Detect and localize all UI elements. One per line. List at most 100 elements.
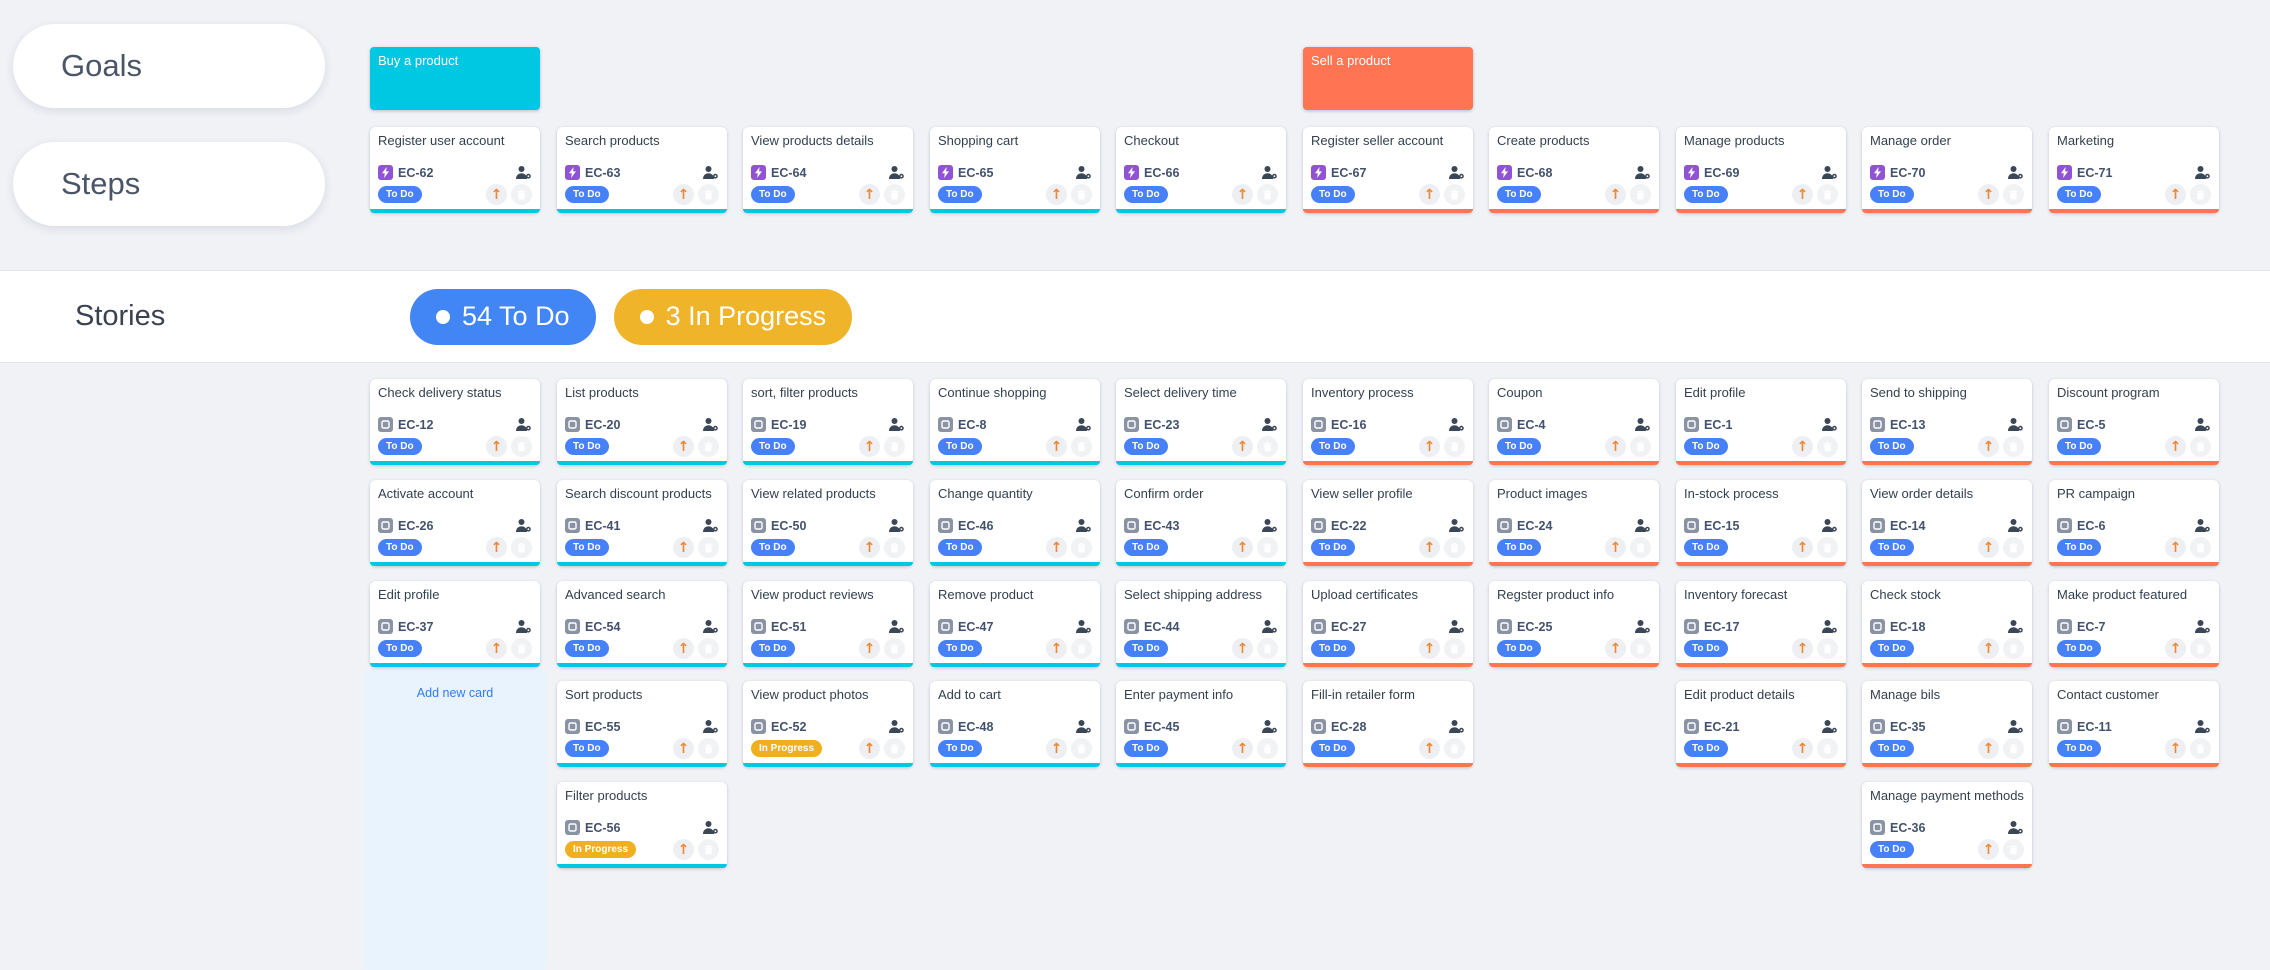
story-card[interactable]: Change quantity EC-46 To Do: [930, 480, 1100, 566]
priority-up-button[interactable]: ↑: [1419, 184, 1440, 205]
assignee-icon[interactable]: [702, 619, 719, 634]
assignee-icon[interactable]: [702, 820, 719, 835]
delete-card-button[interactable]: [884, 436, 905, 457]
assignee-icon[interactable]: [1261, 417, 1278, 432]
delete-card-button[interactable]: [511, 184, 532, 205]
assignee-icon[interactable]: [1261, 719, 1278, 734]
delete-card-button[interactable]: [1630, 537, 1651, 558]
story-card[interactable]: Search discount products EC-41 To: [557, 480, 727, 566]
assignee-icon[interactable]: [1634, 518, 1651, 533]
priority-up-button[interactable]: ↑: [2165, 184, 2186, 205]
assignee-icon[interactable]: [515, 619, 532, 634]
story-card[interactable]: Remove product EC-47 To Do: [930, 581, 1100, 667]
priority-up-button[interactable]: ↑: [859, 738, 880, 759]
story-card[interactable]: Manage bils EC-35 To Do: [1862, 681, 2032, 767]
story-card[interactable]: View seller profile EC-22 To Do: [1303, 480, 1473, 566]
story-card[interactable]: Fill-in retailer form EC-28 To Do: [1303, 681, 1473, 767]
story-card[interactable]: Register user account EC-62 To Do: [370, 127, 540, 213]
delete-card-button[interactable]: [511, 436, 532, 457]
assignee-icon[interactable]: [515, 165, 532, 180]
priority-up-button[interactable]: ↑: [1792, 738, 1813, 759]
priority-up-button[interactable]: ↑: [673, 436, 694, 457]
delete-card-button[interactable]: [1817, 537, 1838, 558]
story-card[interactable]: Select delivery time EC-23 To Do: [1116, 379, 1286, 465]
assignee-icon[interactable]: [2194, 518, 2211, 533]
priority-up-button[interactable]: ↑: [486, 638, 507, 659]
priority-up-button[interactable]: ↑: [1792, 537, 1813, 558]
priority-up-button[interactable]: ↑: [673, 638, 694, 659]
story-card[interactable]: Contact customer EC-11 To Do: [2049, 681, 2219, 767]
priority-up-button[interactable]: ↑: [859, 537, 880, 558]
assignee-icon[interactable]: [1075, 417, 1092, 432]
todo-count-badge[interactable]: 54 To Do: [410, 288, 596, 345]
assignee-icon[interactable]: [1821, 619, 1838, 634]
delete-card-button[interactable]: [2003, 638, 2024, 659]
story-card[interactable]: Advanced search EC-54 To Do: [557, 581, 727, 667]
story-card[interactable]: Checkout EC-66 To Do: [1116, 127, 1286, 213]
priority-up-button[interactable]: ↑: [1978, 738, 1999, 759]
story-card[interactable]: Marketing EC-71 To Do: [2049, 127, 2219, 213]
priority-up-button[interactable]: ↑: [1419, 537, 1440, 558]
steps-rail-pill[interactable]: Steps: [13, 142, 325, 226]
assignee-icon[interactable]: [702, 719, 719, 734]
priority-up-button[interactable]: ↑: [859, 638, 880, 659]
delete-card-button[interactable]: [1071, 436, 1092, 457]
story-card[interactable]: Search products EC-63 To Do: [557, 127, 727, 213]
assignee-icon[interactable]: [702, 518, 719, 533]
assignee-icon[interactable]: [515, 417, 532, 432]
delete-card-button[interactable]: [1071, 638, 1092, 659]
priority-up-button[interactable]: ↑: [2165, 638, 2186, 659]
assignee-icon[interactable]: [1261, 619, 1278, 634]
priority-up-button[interactable]: ↑: [2165, 537, 2186, 558]
story-card[interactable]: sort, filter products EC-19 To Do: [743, 379, 913, 465]
priority-up-button[interactable]: ↑: [1232, 184, 1253, 205]
delete-card-button[interactable]: [2003, 184, 2024, 205]
delete-card-button[interactable]: [698, 738, 719, 759]
delete-card-button[interactable]: [698, 436, 719, 457]
story-card[interactable]: Edit profile EC-37 To Do: [370, 581, 540, 667]
assignee-icon[interactable]: [1634, 417, 1651, 432]
story-card[interactable]: View product reviews EC-51 To Do: [743, 581, 913, 667]
priority-up-button[interactable]: ↑: [1232, 738, 1253, 759]
assignee-icon[interactable]: [1075, 518, 1092, 533]
assignee-icon[interactable]: [2007, 165, 2024, 180]
story-card[interactable]: Regster product info EC-25 To Do: [1489, 581, 1659, 667]
assignee-icon[interactable]: [1634, 165, 1651, 180]
priority-up-button[interactable]: ↑: [1046, 436, 1067, 457]
story-card[interactable]: Enter payment info EC-45 To Do: [1116, 681, 1286, 767]
add-card-zone[interactable]: Add new card: [364, 669, 546, 970]
priority-up-button[interactable]: ↑: [1605, 436, 1626, 457]
delete-card-button[interactable]: [2003, 738, 2024, 759]
story-card[interactable]: Upload certificates EC-27 To Do: [1303, 581, 1473, 667]
assignee-icon[interactable]: [1448, 165, 1465, 180]
inprogress-count-badge[interactable]: 3 In Progress: [613, 288, 853, 345]
delete-card-button[interactable]: [1817, 638, 1838, 659]
assignee-icon[interactable]: [1448, 417, 1465, 432]
priority-up-button[interactable]: ↑: [486, 436, 507, 457]
goal-card[interactable]: Buy a product: [370, 47, 540, 110]
assignee-icon[interactable]: [1075, 165, 1092, 180]
priority-up-button[interactable]: ↑: [1046, 184, 1067, 205]
priority-up-button[interactable]: ↑: [1978, 436, 1999, 457]
delete-card-button[interactable]: [1630, 436, 1651, 457]
priority-up-button[interactable]: ↑: [1419, 436, 1440, 457]
delete-card-button[interactable]: [2003, 839, 2024, 860]
delete-card-button[interactable]: [884, 537, 905, 558]
priority-up-button[interactable]: ↑: [673, 738, 694, 759]
priority-up-button[interactable]: ↑: [1978, 638, 1999, 659]
assignee-icon[interactable]: [1821, 417, 1838, 432]
priority-up-button[interactable]: ↑: [1046, 738, 1067, 759]
assignee-icon[interactable]: [2007, 820, 2024, 835]
assignee-icon[interactable]: [702, 417, 719, 432]
story-card[interactable]: View related products EC-50 To Do: [743, 480, 913, 566]
priority-up-button[interactable]: ↑: [1605, 638, 1626, 659]
assignee-icon[interactable]: [1821, 518, 1838, 533]
assignee-icon[interactable]: [2194, 619, 2211, 634]
delete-card-button[interactable]: [2190, 638, 2211, 659]
assignee-icon[interactable]: [888, 165, 905, 180]
assignee-icon[interactable]: [702, 165, 719, 180]
assignee-icon[interactable]: [2194, 719, 2211, 734]
assignee-icon[interactable]: [2194, 165, 2211, 180]
priority-up-button[interactable]: ↑: [859, 436, 880, 457]
delete-card-button[interactable]: [1257, 436, 1278, 457]
